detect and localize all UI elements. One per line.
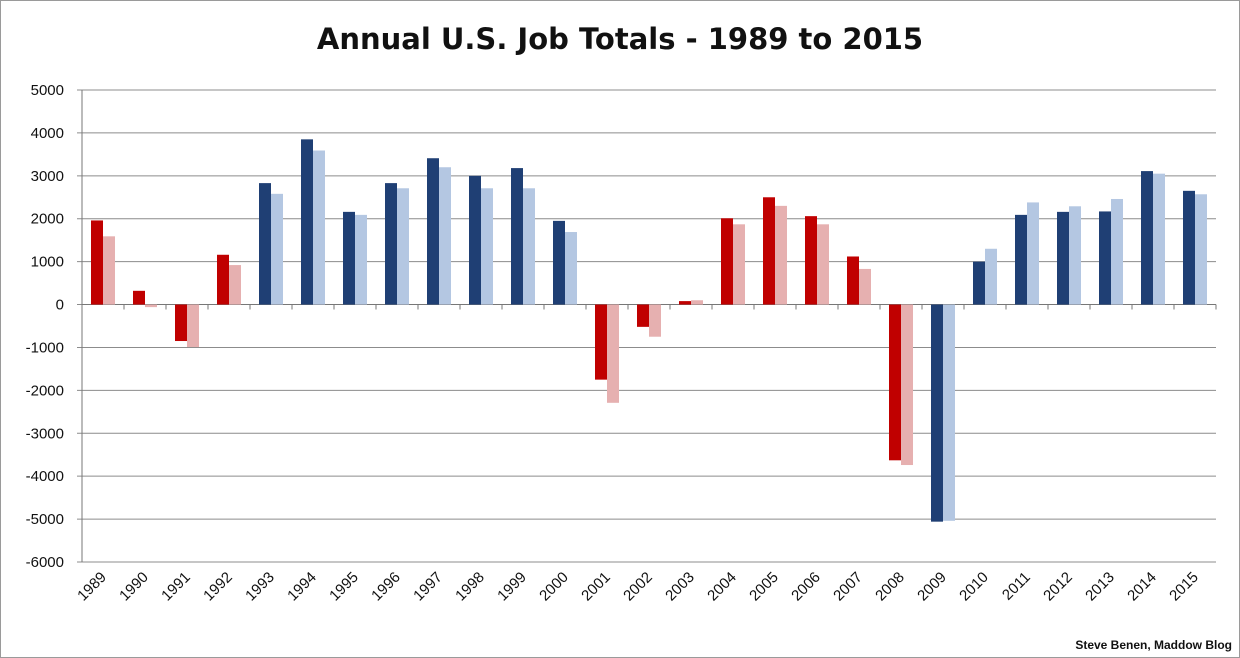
bar-2002-b bbox=[649, 304, 661, 337]
x-tick-label: 1995 bbox=[326, 569, 362, 605]
bar-2005-a bbox=[763, 197, 775, 305]
y-tick-label: 3000 bbox=[31, 168, 64, 185]
x-tick-label: 1996 bbox=[368, 569, 404, 605]
bar-2000-a bbox=[553, 220, 565, 305]
x-tick-label: 2011 bbox=[999, 569, 1034, 604]
x-tick-label: 2006 bbox=[788, 569, 824, 605]
y-tick-label: -2000 bbox=[26, 382, 64, 399]
bar-1990-a bbox=[133, 290, 145, 305]
bar-2006-a bbox=[805, 216, 817, 305]
bar-2015-a bbox=[1183, 190, 1195, 305]
bar-1999-b bbox=[523, 188, 535, 305]
bar-2014-a bbox=[1141, 171, 1153, 305]
bar-2012-a bbox=[1057, 211, 1069, 305]
bar-2003-a bbox=[679, 301, 691, 305]
bar-2003-b bbox=[691, 300, 703, 305]
y-tick-label: -1000 bbox=[26, 339, 64, 356]
bar-1995-b bbox=[355, 214, 367, 305]
bar-2001-b bbox=[607, 304, 619, 403]
x-tick-label: 2004 bbox=[704, 569, 740, 605]
bar-2008-a bbox=[889, 304, 901, 461]
x-tick-label: 1992 bbox=[200, 569, 236, 605]
x-tick-label: 1989 bbox=[74, 569, 110, 605]
x-tick-label: 1990 bbox=[116, 569, 152, 605]
bar-1994-a bbox=[301, 139, 313, 305]
bar-1995-a bbox=[343, 211, 355, 305]
bar-1998-b bbox=[481, 188, 493, 305]
x-tick-label: 1993 bbox=[242, 569, 278, 605]
bar-1997-b bbox=[439, 167, 451, 305]
bar-1993-b bbox=[271, 193, 283, 305]
x-tick-label: 2009 bbox=[914, 569, 950, 605]
y-tick-label: 1000 bbox=[31, 254, 64, 271]
y-tick-label: 5000 bbox=[31, 82, 64, 99]
bar-1994-b bbox=[313, 150, 325, 305]
bar-2012-b bbox=[1069, 206, 1081, 305]
bar-2005-b bbox=[775, 205, 787, 305]
bar-2008-b bbox=[901, 304, 913, 466]
y-tick-label: 4000 bbox=[31, 125, 64, 142]
bar-2013-a bbox=[1099, 211, 1111, 305]
x-tick-label: 1998 bbox=[452, 569, 488, 605]
x-tick-label: 2000 bbox=[536, 569, 572, 605]
y-tick-label: -6000 bbox=[26, 554, 64, 571]
bar-2011-a bbox=[1015, 214, 1027, 305]
x-tick-label: 2003 bbox=[662, 569, 698, 605]
x-tick-label: 2015 bbox=[1166, 569, 1202, 605]
bar-2004-b bbox=[733, 224, 745, 305]
bar-1999-a bbox=[511, 168, 523, 305]
bar-2011-b bbox=[1027, 202, 1039, 305]
bar-1989-a bbox=[91, 220, 103, 305]
bar-2006-b bbox=[817, 224, 829, 305]
x-tick-label: 2014 bbox=[1124, 569, 1160, 605]
y-tick-label: 2000 bbox=[31, 211, 64, 228]
bar-2014-b bbox=[1153, 173, 1165, 305]
bar-1990-b bbox=[145, 304, 157, 308]
y-tick-label: -5000 bbox=[26, 511, 64, 528]
bar-2013-b bbox=[1111, 198, 1123, 305]
y-tick-label: -3000 bbox=[26, 425, 64, 442]
x-tick-label: 1991 bbox=[158, 569, 194, 605]
x-tick-label: 1994 bbox=[284, 569, 320, 605]
bar-2002-a bbox=[637, 304, 649, 327]
bar-1996-b bbox=[397, 188, 409, 305]
y-tick-label: 0 bbox=[56, 297, 64, 314]
x-tick-label: 2008 bbox=[872, 569, 908, 605]
bar-2004-a bbox=[721, 218, 733, 305]
x-tick-label: 2010 bbox=[956, 569, 992, 605]
x-tick-label: 1999 bbox=[494, 569, 530, 605]
bar-1996-a bbox=[385, 183, 397, 305]
bar-1992-b bbox=[229, 265, 241, 305]
bar-1997-a bbox=[427, 158, 439, 305]
bar-2001-a bbox=[595, 304, 607, 380]
x-tick-label: 2013 bbox=[1082, 569, 1118, 605]
bar-2010-a bbox=[973, 261, 985, 305]
x-tick-label: 2002 bbox=[620, 569, 656, 605]
bar-1993-a bbox=[259, 183, 271, 305]
bar-1998-a bbox=[469, 175, 481, 305]
x-tick-label: 2005 bbox=[746, 569, 782, 605]
bar-2000-b bbox=[565, 232, 577, 305]
y-tick-label: -4000 bbox=[26, 468, 64, 485]
credit-text: Steve Benen, Maddow Blog bbox=[1075, 638, 1232, 652]
bar-1991-a bbox=[175, 304, 187, 342]
bar-2015-b bbox=[1195, 194, 1207, 305]
bar-1989-b bbox=[103, 236, 115, 305]
bar-1991-b bbox=[187, 304, 199, 348]
bar-2007-a bbox=[847, 256, 859, 305]
bar-2009-a bbox=[931, 304, 943, 522]
x-tick-label: 2001 bbox=[578, 569, 614, 605]
chart-title: Annual U.S. Job Totals - 1989 to 2015 bbox=[316, 22, 924, 56]
bar-2009-b bbox=[943, 304, 955, 521]
x-tick-label: 2007 bbox=[830, 569, 866, 605]
bar-1992-a bbox=[217, 254, 229, 305]
x-tick-label: 2012 bbox=[1040, 569, 1076, 605]
x-tick-label: 1997 bbox=[410, 569, 446, 605]
bar-2010-b bbox=[985, 248, 997, 305]
bar-2007-b bbox=[859, 268, 871, 305]
